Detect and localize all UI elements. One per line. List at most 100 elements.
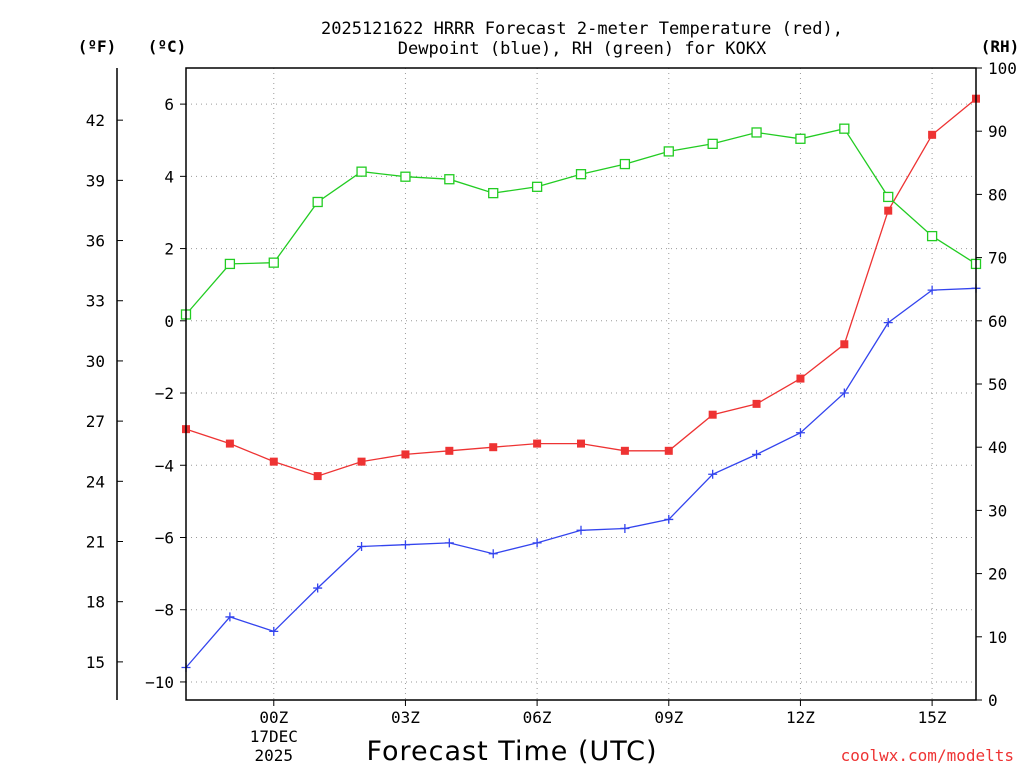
rh-tick-label: 70 (988, 249, 1007, 268)
temperature-point (533, 439, 542, 448)
dewpoint-point (357, 542, 367, 552)
rh-tick-label: 20 (988, 565, 1007, 584)
dewpoint-point (488, 549, 498, 559)
rh-tick-label: 80 (988, 185, 1007, 204)
temperature-point (577, 439, 585, 448)
rh-point (619, 158, 631, 170)
rh-tick-label: 30 (988, 501, 1007, 520)
temperature-point (752, 399, 761, 408)
x-tick-label: 03Z (391, 708, 420, 727)
fahrenheit-tick-label: 36 (86, 232, 105, 251)
celsius-tick-label: 2 (164, 240, 174, 259)
temperature-point (445, 446, 454, 455)
temperature-point (620, 446, 629, 455)
dewpoint-point (532, 538, 542, 548)
dewpoint-series (181, 283, 981, 672)
celsius-tick-label: −6 (155, 528, 174, 547)
fahrenheit-tick-label: 33 (86, 292, 105, 311)
rh-point (839, 123, 850, 134)
temperature-point (489, 443, 498, 452)
rh-tick-label: 50 (988, 375, 1007, 394)
plot-frame (185, 67, 977, 701)
dewpoint-point (576, 525, 586, 535)
dewpoint-point (400, 540, 410, 550)
chart-title-line2: Dewpoint (blue), RH (green) for KOKX (398, 39, 767, 59)
temperature-series (182, 94, 980, 481)
celsius-tick-label: 0 (164, 312, 174, 331)
dewpoint-point (752, 449, 762, 459)
rh-point (751, 127, 762, 138)
fahrenheit-tick-label: 18 (86, 593, 105, 612)
rh-tick-label: 10 (988, 628, 1007, 647)
dewpoint-point (795, 428, 805, 438)
dewpoint-point (664, 514, 674, 524)
x-tick-year-label: 2025 (255, 746, 294, 765)
x-tick-label: 00Z (259, 708, 288, 727)
fahrenheit-tick-label: 39 (86, 171, 105, 190)
rh-point (707, 138, 718, 149)
rh-series (180, 123, 982, 320)
rh-tick-label: 60 (988, 312, 1007, 331)
rh-point (268, 257, 279, 268)
celsius-tick-label: −10 (145, 673, 174, 692)
dewpoint-point (927, 285, 937, 295)
fahrenheit-tick-label: 42 (86, 111, 105, 130)
temperature-point (796, 374, 805, 383)
celsius-tick-label: −2 (155, 384, 174, 403)
rh-point (795, 133, 806, 144)
rh-tick-label: 90 (988, 122, 1007, 141)
celsius-tick-label: 4 (164, 167, 174, 186)
x-tick-label: 15Z (918, 708, 947, 727)
temperature-point (708, 410, 717, 419)
temperature-point (401, 450, 410, 459)
rh-axis-unit: (RH) (981, 37, 1020, 56)
celsius-axis-unit: (ºC) (148, 37, 187, 56)
x-tick-label: 09Z (654, 708, 683, 727)
fahrenheit-tick-label: 30 (86, 352, 105, 371)
rh-point (575, 169, 587, 180)
rh-point (883, 191, 894, 203)
x-tick-date-label: 17DEC (250, 727, 298, 746)
rh-tick-label: 40 (988, 438, 1007, 457)
rh-point (663, 146, 674, 157)
rh-tick-label: 0 (988, 691, 998, 710)
dewpoint-point (313, 583, 323, 593)
rh-tick-label: 100 (988, 59, 1017, 78)
credit-text: coolwx.com/modelts (841, 746, 1014, 765)
dewpoint-point (444, 538, 454, 548)
fahrenheit-tick-label: 24 (86, 472, 105, 491)
temperature-point (840, 340, 849, 349)
x-tick-label: 12Z (786, 708, 815, 727)
rh-point (400, 171, 411, 182)
dewpoint-point (620, 523, 630, 533)
fahrenheit-axis-unit: (ºF) (78, 37, 117, 56)
rh-point (926, 230, 938, 242)
dewpoint-point (269, 626, 279, 636)
dewpoint-point (708, 469, 718, 479)
rh-point (356, 166, 367, 177)
temperature-point (357, 457, 366, 466)
series-layer (180, 94, 982, 672)
temperature-point (884, 206, 893, 215)
temperature-point (928, 130, 937, 139)
x-tick-label: 06Z (523, 708, 552, 727)
temperature-point (313, 472, 322, 481)
rh-point (224, 258, 236, 270)
celsius-tick-label: −8 (155, 601, 174, 620)
fahrenheit-tick-label: 21 (86, 532, 105, 551)
rh-point (488, 187, 499, 199)
fahrenheit-tick-label: 27 (86, 412, 105, 431)
temperature-point (225, 439, 234, 448)
rh-point (312, 196, 323, 208)
celsius-tick-label: 6 (164, 95, 174, 114)
celsius-axis: −10 −8 −6 −4 −2 0 2 4 6 (145, 95, 186, 692)
rh-axis: 0 10 20 30 40 50 60 70 80 90 100 (976, 59, 1017, 710)
chart-title-line1: 2025121622 HRRR Forecast 2-meter Tempera… (321, 19, 843, 39)
dewpoint-point (883, 318, 893, 328)
dewpoint-point (225, 612, 235, 622)
celsius-tick-label: −4 (155, 456, 174, 475)
fahrenheit-axis: 15 18 21 24 27 30 33 36 39 42 (86, 68, 123, 700)
x-axis-label: Forecast Time (UTC) (366, 736, 657, 767)
